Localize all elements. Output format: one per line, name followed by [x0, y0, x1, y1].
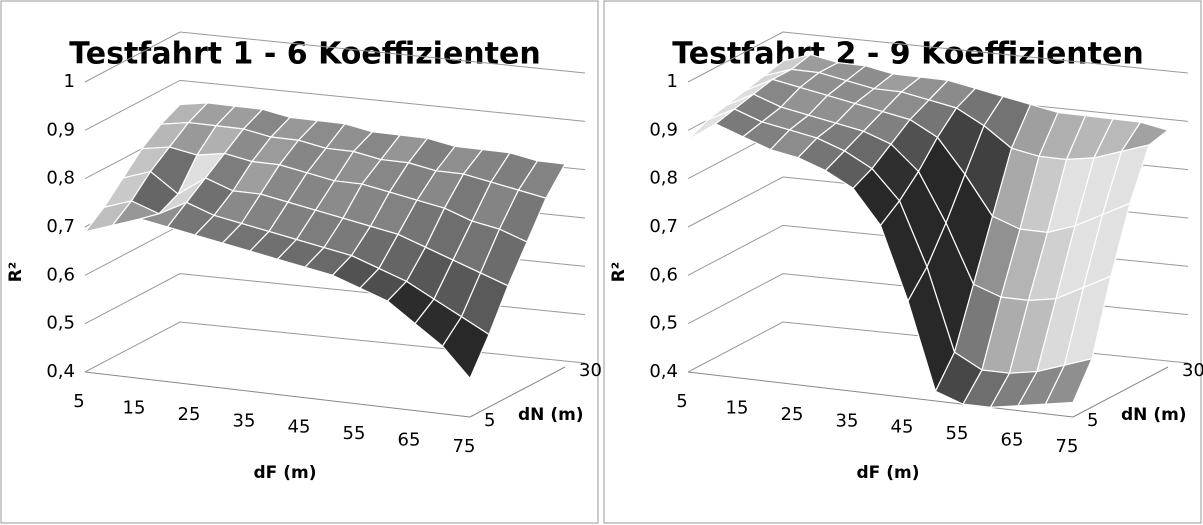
x-tick-label: 65 [1001, 430, 1024, 451]
x-tick-label: 25 [781, 404, 804, 425]
x-tick-label: 65 [398, 430, 421, 451]
x-tick-label: 15 [726, 397, 749, 418]
z-tick-label: 1 [667, 71, 678, 92]
x-tick-label: 75 [1056, 436, 1079, 457]
panel-border [603, 0, 1202, 524]
panel-border [0, 0, 599, 524]
chart-panel: Testfahrt 2 - 9 Koeffizienten 0,4 0,5 0,6 0,… [603, 0, 1203, 524]
x-tick-label: 5 [676, 391, 687, 412]
grid-line [687, 31, 1189, 83]
chart-panel: Testfahrt 1 - 6 Koeffizienten 0,4 0,5 0,6 0,… [0, 0, 602, 524]
grid-line [84, 31, 586, 83]
x-tick-label: 75 [453, 436, 476, 457]
x-tick-label: 5 [73, 391, 84, 412]
z-tick-label: 0,8 [46, 168, 75, 189]
z-axis-label: R² [609, 262, 629, 283]
z-tick-label: 0,7 [649, 216, 678, 237]
x-tick-label: 35 [233, 410, 256, 431]
x-axis [687, 371, 1074, 418]
z-tick-label: 0,6 [46, 264, 75, 285]
y-axis-label: dN (m) [518, 405, 584, 425]
y-tick-label: 30 [579, 360, 602, 381]
y-axis [469, 366, 566, 418]
x-axis-label: dF (m) [857, 463, 920, 483]
z-axis-label: R² [6, 262, 26, 283]
z-tick-label: 0,5 [46, 313, 75, 334]
surface-cell [441, 316, 490, 379]
grid-line [84, 79, 586, 131]
x-tick-label: 35 [836, 410, 859, 431]
chart-title: Testfahrt 2 - 9 Koeffizienten [672, 37, 1143, 72]
x-tick-label: 45 [891, 417, 914, 438]
y-tick-label: 5 [1087, 410, 1098, 431]
x-tick-label: 15 [123, 397, 146, 418]
y-axis [1072, 366, 1169, 418]
chart-title: Testfahrt 1 - 6 Koeffizienten [69, 37, 540, 72]
x-tick-label: 45 [288, 417, 311, 438]
z-tick-label: 0,9 [649, 119, 678, 140]
z-tick-label: 0,8 [649, 168, 678, 189]
z-tick-label: 0,6 [649, 264, 678, 285]
y-tick-label: 30 [1182, 360, 1203, 381]
z-tick-label: 0,4 [649, 361, 678, 382]
y-tick-label: 5 [484, 410, 495, 431]
y-axis-label: dN (m) [1121, 405, 1187, 425]
x-axis-label: dF (m) [254, 463, 317, 483]
x-tick-label: 25 [178, 404, 201, 425]
x-axis [84, 371, 471, 418]
grid-line [84, 321, 586, 373]
z-tick-label: 1 [64, 71, 75, 92]
z-tick-label: 0,7 [46, 216, 75, 237]
surface-cell [1044, 358, 1093, 405]
z-tick-label: 0,4 [46, 361, 75, 382]
z-tick-label: 0,5 [649, 313, 678, 334]
x-tick-label: 55 [946, 423, 969, 444]
z-tick-label: 0,9 [46, 119, 75, 140]
x-tick-label: 55 [343, 423, 366, 444]
